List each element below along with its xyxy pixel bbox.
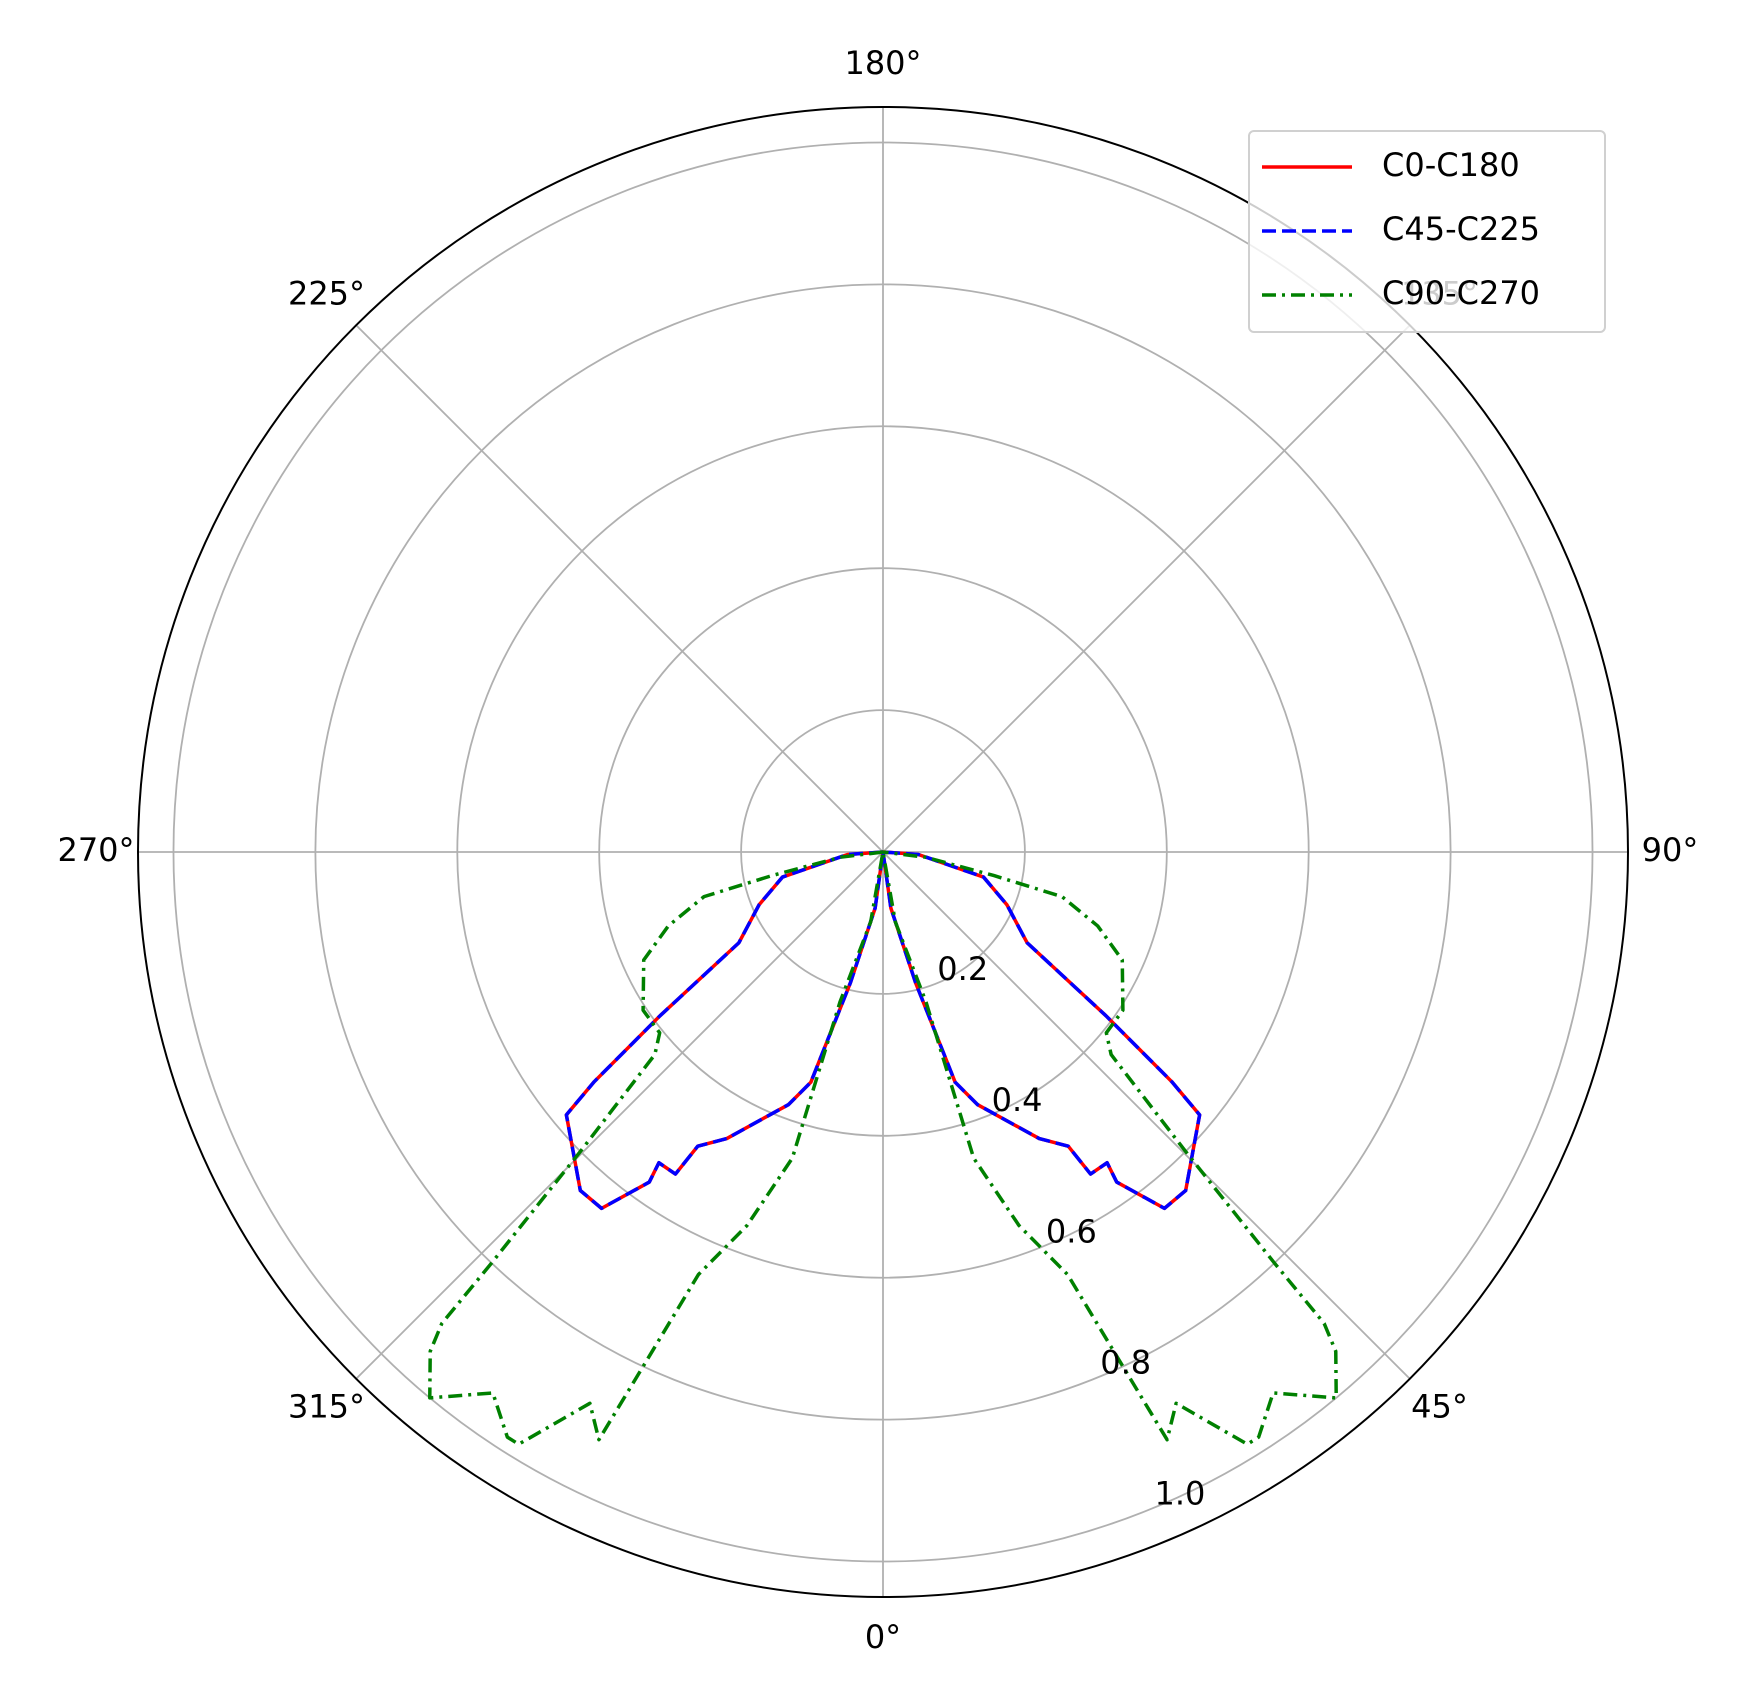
r-tick-label: 0.4 [992,1081,1043,1119]
theta-tick-label: 315° [288,1387,365,1425]
grid-spoke [355,851,884,1380]
legend-label: C90-C270 [1382,274,1540,312]
grid-spoke [882,324,1411,853]
grid-spoke [355,324,884,853]
legend-label: C0-C180 [1382,146,1520,184]
r-tick-label: 1.0 [1155,1475,1206,1513]
r-tick-label: 0.8 [1100,1343,1151,1381]
theta-tick-label: 225° [288,275,365,313]
series-line [428,850,1338,1446]
grid-spoke [882,851,1411,1380]
polar-frame [137,106,1629,1598]
legend: C0-C180 C45-C225 C90-C270 [1248,130,1606,333]
theta-tick-label: 90° [1642,831,1699,869]
legend-box [1248,130,1606,333]
r-tick-label: 0.2 [937,950,988,988]
theta-tick-label: 180° [844,44,921,82]
theta-tick-label: 0° [865,1618,901,1656]
theta-tick-label: 270° [57,831,134,869]
r-tick-label: 0.6 [1046,1212,1097,1250]
theta-tick-label: 45° [1411,1387,1468,1425]
legend-label: C45-C225 [1382,210,1540,248]
